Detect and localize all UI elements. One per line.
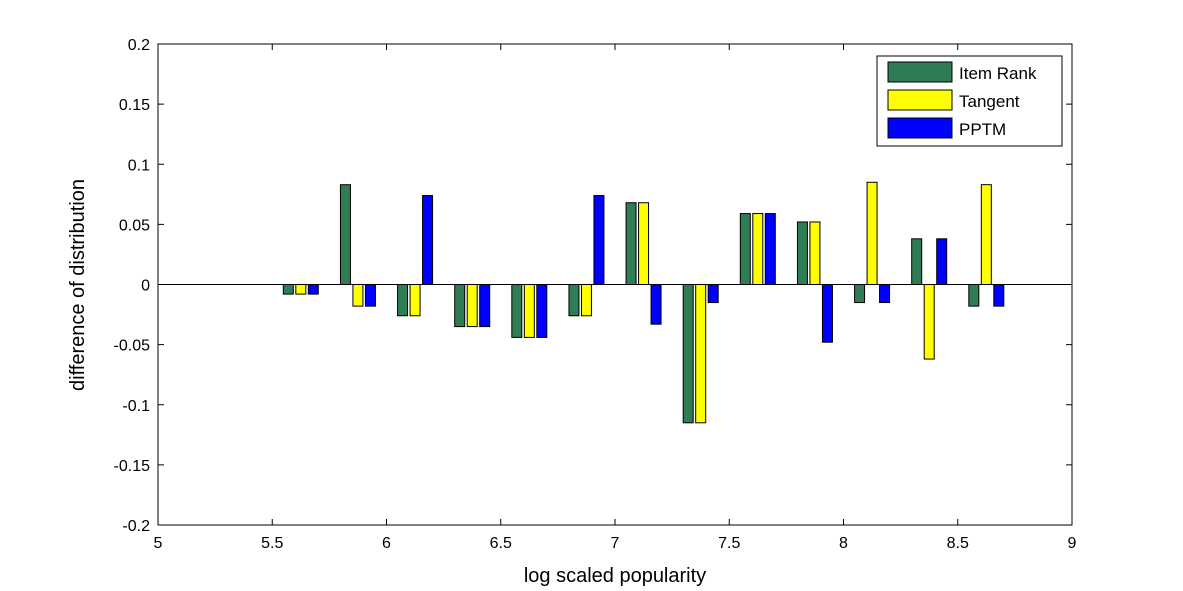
y-tick-label: -0.05 xyxy=(114,338,151,355)
bar-item-rank-5 xyxy=(568,284,580,317)
bar-pptm-5 xyxy=(593,195,605,285)
bar-pptm-12 xyxy=(993,284,1005,307)
bar-item-rank-9 xyxy=(796,221,808,285)
bar-tangent-11 xyxy=(923,284,935,360)
bar-pptm-2 xyxy=(422,195,434,285)
y-tick-label: 0.15 xyxy=(119,97,150,114)
bar-pptm-3 xyxy=(479,284,491,328)
x-axis-label: log scaled popularity xyxy=(524,565,706,587)
bar-item-rank-4 xyxy=(511,284,523,338)
bar-item-rank-0 xyxy=(282,284,294,295)
x-tick-label: 6 xyxy=(382,535,391,552)
bar-tangent-10 xyxy=(866,181,878,285)
bar-tangent-6 xyxy=(638,202,650,285)
bar-pptm-6 xyxy=(650,284,662,325)
legend-swatch-pptm xyxy=(887,117,953,139)
legend-label-tangent: Tangent xyxy=(959,92,1020,111)
bar-tangent-4 xyxy=(523,284,535,338)
bar-tangent-2 xyxy=(409,284,421,317)
x-tick-label: 8.5 xyxy=(947,535,969,552)
bar-item-rank-7 xyxy=(682,284,694,424)
bar-item-rank-6 xyxy=(625,202,637,285)
legend-swatch-tangent xyxy=(887,89,953,111)
x-tick-label: 7.5 xyxy=(718,535,740,552)
bar-pptm-4 xyxy=(536,284,548,338)
y-axis-label: difference of distribution xyxy=(67,179,89,391)
y-tick-label: 0.1 xyxy=(128,157,150,174)
bar-pptm-7 xyxy=(707,284,719,304)
x-tick-label: 7 xyxy=(611,535,620,552)
bar-item-rank-11 xyxy=(911,238,923,285)
bar-tangent-1 xyxy=(352,284,364,307)
bar-item-rank-3 xyxy=(454,284,466,328)
bar-item-rank-2 xyxy=(397,284,409,317)
bar-item-rank-1 xyxy=(339,184,351,285)
bar-pptm-8 xyxy=(764,213,776,285)
bar-item-rank-12 xyxy=(968,284,980,307)
y-tick-label: -0.2 xyxy=(122,518,150,535)
x-tick-label: 5 xyxy=(154,535,163,552)
bar-tangent-7 xyxy=(695,284,707,424)
y-tick-label: -0.1 xyxy=(122,398,150,415)
x-tick-label: 5.5 xyxy=(261,535,283,552)
bar-pptm-9 xyxy=(821,284,833,343)
bar-item-rank-10 xyxy=(854,284,866,304)
legend-label-item-rank: Item Rank xyxy=(959,64,1037,83)
x-tick-label: 8 xyxy=(839,535,848,552)
y-tick-label: 0.2 xyxy=(128,37,150,54)
bar-pptm-10 xyxy=(879,284,891,304)
bar-pptm-0 xyxy=(307,284,319,295)
x-tick-label: 9 xyxy=(1068,535,1077,552)
bar-tangent-5 xyxy=(580,284,592,317)
y-tick-label: -0.15 xyxy=(114,458,151,475)
bar-tangent-3 xyxy=(466,284,478,328)
legend: Item Rank Tangent PPTM xyxy=(876,55,1063,147)
legend-label-pptm: PPTM xyxy=(959,120,1006,139)
bar-pptm-11 xyxy=(936,238,948,285)
bar-tangent-12 xyxy=(980,184,992,285)
y-tick-label: 0 xyxy=(141,278,150,295)
y-tick-label: 0.05 xyxy=(119,217,150,234)
bar-tangent-0 xyxy=(295,284,307,295)
y-axis-ticks: 0.2 0.15 0.1 0.05 0 -0.05 -0.1 -0.15 -0.2 xyxy=(114,37,1072,535)
bar-tangent-9 xyxy=(809,221,821,285)
legend-swatch-item-rank xyxy=(887,61,953,83)
x-axis-ticks: 5 5.5 6 6.5 7 7.5 8 8.5 9 xyxy=(154,44,1077,552)
bar-item-rank-8 xyxy=(739,213,751,285)
x-tick-label: 6.5 xyxy=(490,535,512,552)
bar-pptm-1 xyxy=(364,284,376,307)
bar-tangent-8 xyxy=(752,213,764,285)
